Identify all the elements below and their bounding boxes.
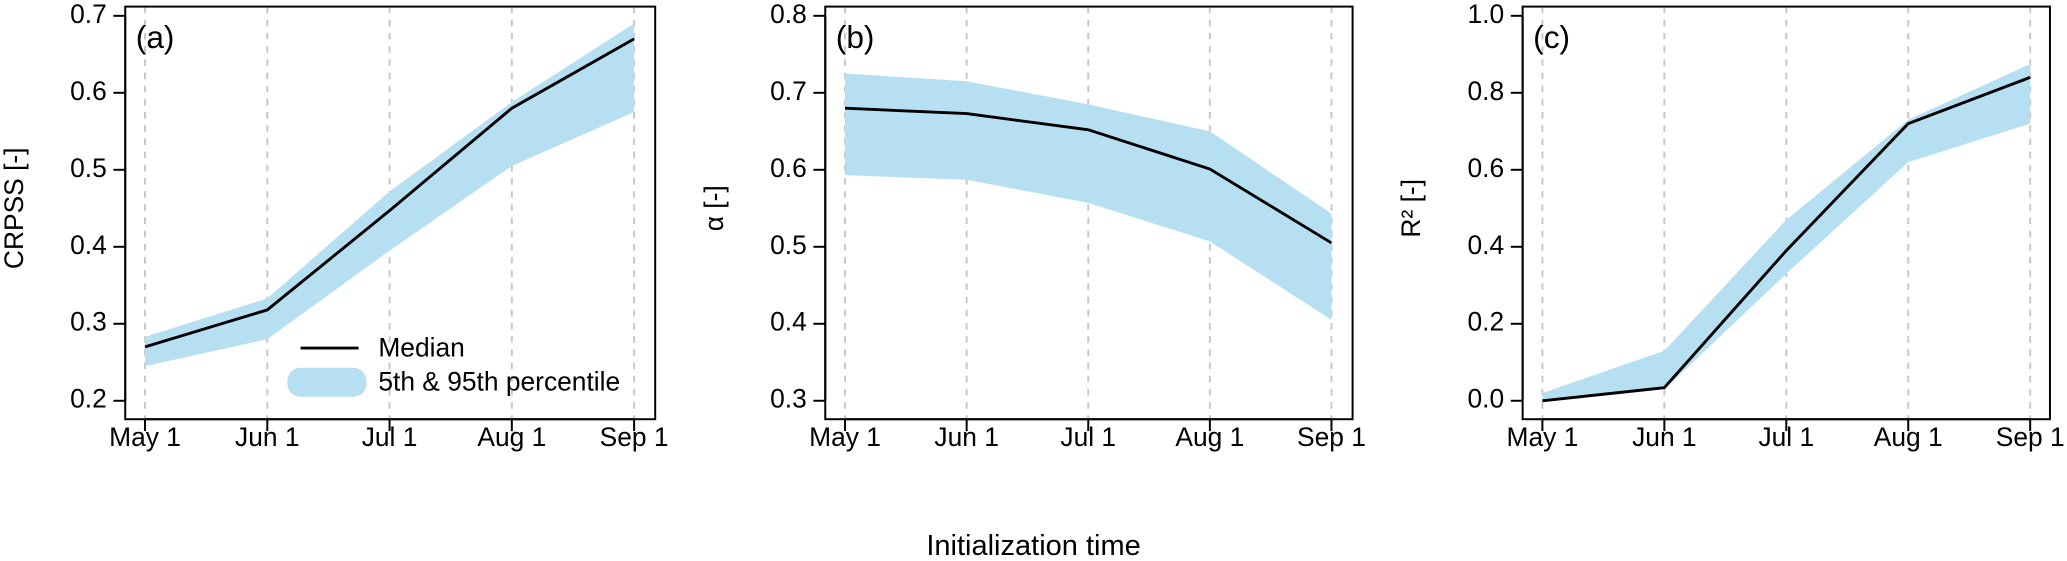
y-tick-label: 0.2 bbox=[70, 384, 107, 414]
legend-band bbox=[287, 367, 367, 397]
median-line bbox=[144, 37, 635, 349]
x-tick-label: May 1 bbox=[809, 422, 881, 452]
y-tick-label: 0.8 bbox=[770, 0, 807, 29]
x-axis-title: Initialization time bbox=[926, 530, 1140, 561]
y-tick-label: 0.6 bbox=[70, 76, 107, 106]
y-tick-label: 0.8 bbox=[1468, 76, 1505, 106]
y-tick-label: 0.3 bbox=[770, 384, 807, 414]
median-line bbox=[844, 106, 1333, 245]
plot-frame bbox=[1521, 5, 2051, 421]
x-tick-label: Aug 1 bbox=[477, 422, 546, 452]
y-axis-title: R² [-] bbox=[1396, 179, 1426, 238]
x-tick-label: Aug 1 bbox=[1175, 422, 1244, 452]
legend-label: Median bbox=[378, 332, 464, 362]
y-axis-title: α [-] bbox=[699, 185, 729, 231]
x-tick-label: Jun 1 bbox=[934, 422, 998, 452]
percentile-band bbox=[845, 73, 1332, 320]
x-tick-label: Aug 1 bbox=[1874, 422, 1943, 452]
y-axis-title: CRPSS [-] bbox=[0, 148, 29, 270]
y-tick-label: 0.2 bbox=[1468, 307, 1505, 337]
legend-label: 5th & 95th percentile bbox=[378, 367, 620, 397]
y-tick-label: 0.5 bbox=[770, 230, 807, 260]
y-tick-label: 0.5 bbox=[70, 153, 107, 183]
y-tick-label: 0.7 bbox=[770, 76, 807, 106]
y-tick-label: 1.0 bbox=[1468, 0, 1505, 29]
median-line bbox=[1542, 76, 2031, 403]
x-tick-label: May 1 bbox=[1507, 422, 1579, 452]
y-tick-label: 0.6 bbox=[1468, 153, 1505, 183]
panel: May 1 Jun 1 Jul 1 Aug 1 Sep 1 0.2 0.3 0.4 0.5 0.6… bbox=[0, 0, 669, 452]
y-tick-label: 0.4 bbox=[70, 230, 107, 260]
x-tick-label: Jun 1 bbox=[235, 422, 299, 452]
x-tick-label: Sep 1 bbox=[1297, 422, 1366, 452]
y-tick-label: 0.0 bbox=[1468, 384, 1505, 414]
x-tick-label: Jul 1 bbox=[1060, 422, 1116, 452]
y-tick-label: 0.4 bbox=[1468, 230, 1505, 260]
percentile-band bbox=[1542, 63, 2031, 401]
x-tick-label: Jul 1 bbox=[1758, 422, 1814, 452]
panel: May 1 Jun 1 Jul 1 Aug 1 Sep 1 0.0 0.2 0.4 0.6 0.8… bbox=[1396, 0, 2064, 452]
panel-label: (c) bbox=[1533, 19, 1570, 55]
y-tick-label: 0.7 bbox=[70, 0, 107, 29]
panel-label: (b) bbox=[836, 19, 875, 55]
x-tick-label: Jun 1 bbox=[1632, 422, 1696, 452]
y-tick-label: 0.3 bbox=[70, 307, 107, 337]
x-tick-label: Sep 1 bbox=[600, 422, 669, 452]
x-tick-label: May 1 bbox=[109, 422, 181, 452]
y-tick-label: 0.6 bbox=[770, 153, 807, 183]
panel-label: (a) bbox=[136, 19, 175, 55]
y-tick-label: 0.4 bbox=[770, 307, 807, 337]
x-tick-label: Jul 1 bbox=[362, 422, 418, 452]
panel: May 1 Jun 1 Jul 1 Aug 1 Sep 1 0.3 0.4 0.5 0.6 0.7… bbox=[699, 0, 1366, 452]
x-tick-label: Sep 1 bbox=[1996, 422, 2065, 452]
